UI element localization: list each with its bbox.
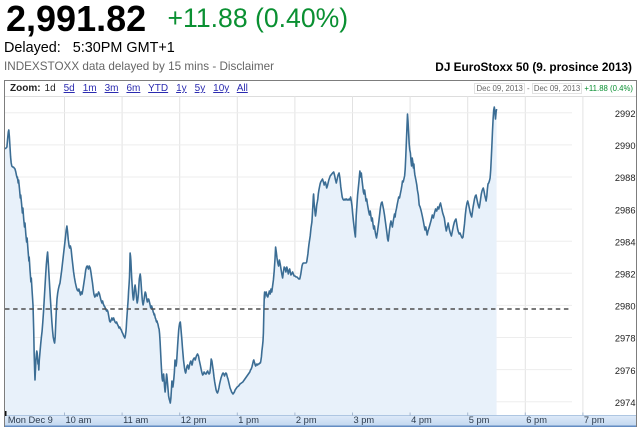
svg-text:2 pm: 2 pm: [296, 415, 317, 425]
svg-text:3 pm: 3 pm: [354, 415, 375, 425]
svg-text:2992: 2992: [615, 109, 636, 119]
svg-text:2976: 2976: [615, 366, 636, 376]
svg-text:6 pm: 6 pm: [526, 415, 547, 425]
svg-text:2986: 2986: [615, 205, 636, 215]
svg-text:5 pm: 5 pm: [469, 415, 490, 425]
svg-text:10 am: 10 am: [66, 415, 92, 425]
svg-text:2990: 2990: [615, 141, 636, 151]
svg-text:Mon Dec 9: Mon Dec 9: [8, 415, 53, 425]
svg-text:2982: 2982: [615, 270, 636, 280]
svg-text:2984: 2984: [615, 237, 636, 247]
svg-text:2988: 2988: [615, 173, 636, 183]
svg-text:4 pm: 4 pm: [411, 415, 432, 425]
svg-text:12 pm: 12 pm: [181, 415, 207, 425]
svg-text:2974: 2974: [615, 398, 636, 408]
svg-text:2978: 2978: [615, 334, 636, 344]
svg-text:1 pm: 1 pm: [238, 415, 259, 425]
svg-text:11 am: 11 am: [123, 415, 148, 425]
svg-text:2980: 2980: [615, 302, 636, 312]
svg-text:7 pm: 7 pm: [584, 415, 605, 425]
